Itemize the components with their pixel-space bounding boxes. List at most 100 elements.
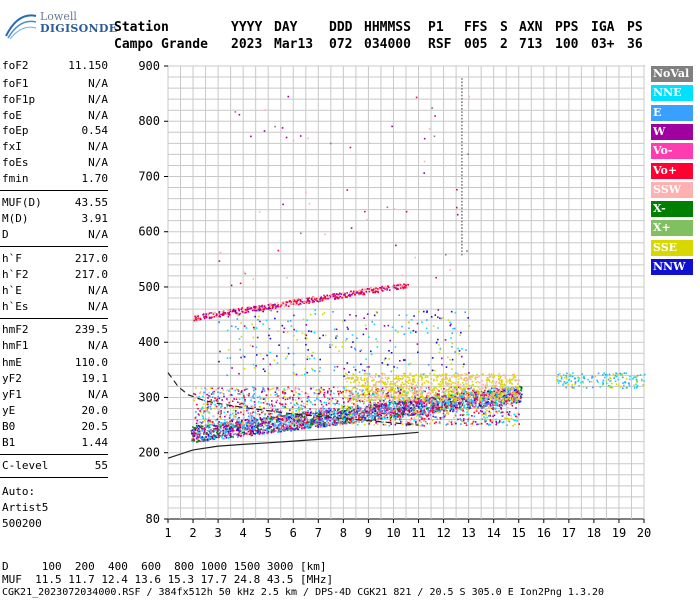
echo-point <box>486 382 488 384</box>
echo-point <box>344 410 347 412</box>
echo-point <box>448 400 450 403</box>
echo-point <box>210 399 213 401</box>
echo-point <box>309 401 312 403</box>
echo-point <box>444 400 447 403</box>
echo-point <box>414 385 417 388</box>
auto-artist: Artist5 <box>2 501 49 514</box>
echo-point <box>337 390 339 393</box>
echo-point <box>463 393 465 395</box>
echo-point <box>425 396 428 398</box>
echo-point <box>512 425 514 427</box>
echo-point <box>514 397 516 399</box>
echo-point <box>213 423 215 425</box>
echo-point <box>462 385 465 387</box>
echo-point <box>303 427 306 429</box>
echo-point <box>457 382 459 384</box>
echo-point <box>413 418 415 421</box>
echo-point <box>358 417 360 420</box>
echo-point <box>449 397 452 399</box>
echo-point <box>433 411 435 413</box>
echo-point <box>424 420 427 423</box>
echo-point <box>484 389 486 392</box>
echo-point <box>455 385 457 388</box>
echo-point <box>323 423 326 426</box>
echo-point <box>434 416 436 418</box>
echo-point <box>486 376 489 379</box>
echo-point <box>450 420 453 422</box>
echo-point <box>202 393 205 395</box>
echo-point <box>484 394 486 396</box>
echo-point <box>271 408 274 411</box>
echo-point <box>282 392 284 394</box>
echo-point <box>300 397 302 400</box>
echo-point <box>355 413 358 415</box>
echo-point <box>234 424 237 427</box>
echo-point <box>301 426 303 429</box>
echo-point <box>386 381 389 383</box>
echo-point <box>323 396 326 398</box>
echo-point <box>250 399 252 401</box>
echo-point <box>501 387 504 389</box>
echo-point <box>520 386 523 389</box>
echo-point <box>485 379 488 382</box>
echo-point <box>234 411 237 414</box>
echo-point <box>495 402 497 404</box>
echo-point <box>296 412 299 415</box>
echo-point <box>217 430 219 433</box>
echo-point <box>399 401 401 404</box>
echo-point <box>318 409 320 411</box>
echo-point <box>490 385 493 387</box>
echo-point <box>277 418 280 420</box>
echo-point <box>400 421 402 423</box>
echo-point <box>485 412 487 415</box>
echo-point <box>272 431 274 433</box>
echo-point <box>486 396 488 398</box>
echo-point <box>261 411 263 414</box>
echo-point <box>451 423 453 426</box>
echo-point <box>419 386 422 389</box>
echo-point <box>348 377 351 379</box>
echo-point <box>452 407 455 409</box>
echo-point <box>502 421 504 424</box>
echo-point <box>391 387 394 389</box>
echo-point <box>336 415 339 418</box>
echo-point <box>491 407 493 410</box>
echo-point <box>367 385 370 387</box>
echo-point <box>261 418 264 421</box>
echo-point <box>262 410 265 413</box>
echo-point <box>318 417 320 420</box>
echo-point <box>362 393 364 395</box>
echo-point <box>384 412 386 415</box>
param-key: h`F2 <box>2 268 29 281</box>
echo-point <box>375 393 378 395</box>
echo-point <box>488 390 490 393</box>
echo-point <box>314 408 317 410</box>
echo-point <box>432 411 434 414</box>
echo-point <box>508 420 511 423</box>
echo-point <box>205 432 207 434</box>
echo-point <box>419 415 422 417</box>
echo-point <box>324 402 327 405</box>
echo-point <box>433 389 435 391</box>
echo-point <box>417 414 419 416</box>
param-row-clevel: C-level 55 <box>2 458 108 474</box>
echo-point <box>303 410 305 413</box>
echo-point <box>350 390 353 393</box>
echo-point <box>299 413 302 415</box>
echo-point <box>349 419 351 421</box>
echo-point <box>501 404 503 407</box>
echo-point <box>213 428 215 430</box>
echo-point <box>386 395 388 397</box>
echo-point <box>241 422 243 424</box>
echo-point <box>358 420 360 422</box>
echo-point <box>417 379 420 381</box>
echo-point <box>401 420 403 423</box>
echo-point <box>225 403 228 406</box>
echo-point <box>368 395 370 398</box>
echo-point <box>390 381 392 383</box>
echo-point <box>481 394 484 397</box>
echo-point <box>399 378 402 380</box>
echo-point <box>320 386 323 389</box>
echo-point <box>274 424 276 427</box>
echo-point <box>417 376 420 379</box>
